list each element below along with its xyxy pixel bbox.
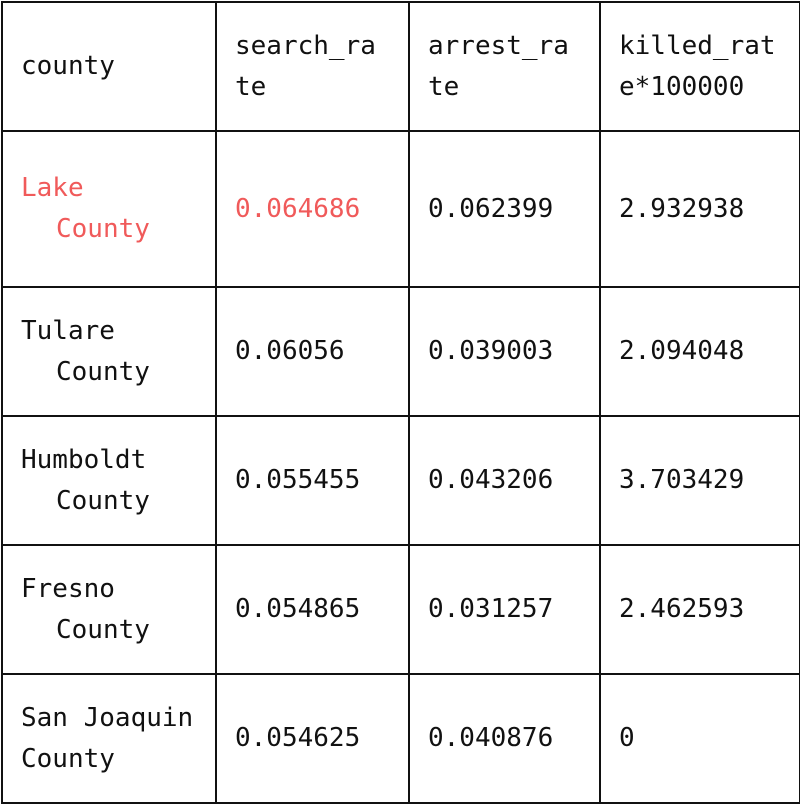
killed-rate-cell: 2.462593 <box>599 544 800 675</box>
search-rate-cell: 0.06056 <box>215 286 410 417</box>
arrest-rate-cell: 0.062399 <box>408 130 601 288</box>
county-name-line1: Tulare <box>21 315 115 346</box>
county-name-line1: Fresno <box>21 573 115 604</box>
county-cell: Lake County <box>1 130 217 288</box>
table-row: San Joaquin County 0.054625 0.040876 0 <box>1 673 800 804</box>
county-name-line1: Lake <box>21 173 84 203</box>
county-name-line2: County <box>56 614 150 645</box>
county-name-line2: County <box>56 214 150 244</box>
header-row: county search_rate arrest_rate killed_ra… <box>1 1 800 132</box>
county-cell: San Joaquin County <box>1 673 217 804</box>
search-rate-cell: 0.055455 <box>215 415 410 546</box>
killed-rate-cell: 3.703429 <box>599 415 800 546</box>
killed-rate-cell: 2.094048 <box>599 286 800 417</box>
search-rate-cell: 0.054865 <box>215 544 410 675</box>
table-row: Humboldt County 0.055455 0.043206 3.7034… <box>1 415 800 546</box>
county-cell: Humboldt County <box>1 415 217 546</box>
table-row: Tulare County 0.06056 0.039003 2.094048 <box>1 286 800 417</box>
arrest-rate-cell: 0.031257 <box>408 544 601 675</box>
arrest-rate-cell: 0.040876 <box>408 673 601 804</box>
county-name-line2: County <box>56 485 150 516</box>
killed-rate-cell: 0 <box>599 673 800 804</box>
killed-rate-cell: 2.932938 <box>599 130 800 288</box>
header-search-rate: search_rate <box>215 1 410 132</box>
header-killed-rate: killed_rate*100000 <box>599 1 800 132</box>
arrest-rate-cell: 0.043206 <box>408 415 601 546</box>
county-name-line2: County <box>56 356 150 387</box>
arrest-rate-cell: 0.039003 <box>408 286 601 417</box>
table-row: Lake County 0.064686 0.062399 2.932938 <box>1 130 800 288</box>
county-name-line1: Humboldt <box>21 444 147 475</box>
county-cell: Tulare County <box>1 286 217 417</box>
header-arrest-rate: arrest_rate <box>408 1 601 132</box>
table-row: Fresno County 0.054865 0.031257 2.462593 <box>1 544 800 675</box>
county-cell: Fresno County <box>1 544 217 675</box>
header-county: county <box>1 1 217 132</box>
search-rate-cell: 0.054625 <box>215 673 410 804</box>
search-rate-cell: 0.064686 <box>215 130 410 288</box>
